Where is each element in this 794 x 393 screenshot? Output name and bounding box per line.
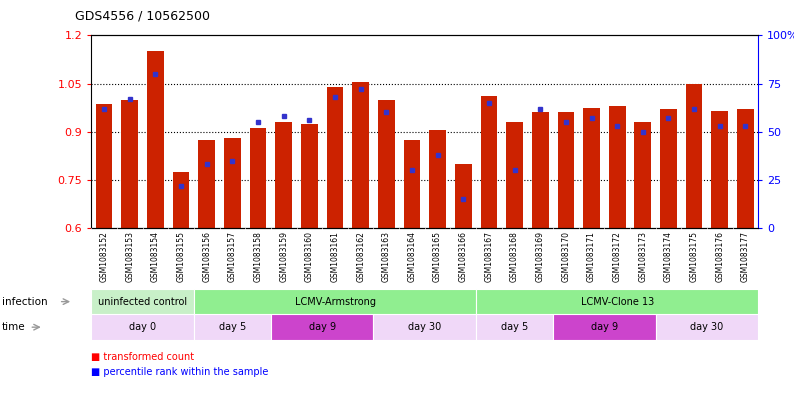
Bar (476, 289, 758, 314)
Bar (91, 289, 194, 314)
Bar (403, 140, 420, 228)
Bar (224, 138, 241, 228)
Bar (476, 314, 553, 340)
Text: GSM1083174: GSM1083174 (664, 231, 673, 282)
Bar (430, 130, 446, 228)
Text: LCMV-Clone 13: LCMV-Clone 13 (580, 297, 653, 307)
Bar (532, 112, 549, 228)
Text: GSM1083169: GSM1083169 (536, 231, 545, 282)
Text: day 5: day 5 (501, 322, 528, 332)
Bar (249, 129, 267, 228)
Text: day 9: day 9 (591, 322, 618, 332)
Text: GSM1083160: GSM1083160 (305, 231, 314, 282)
Text: GSM1083170: GSM1083170 (561, 231, 570, 282)
Text: GSM1083168: GSM1083168 (510, 231, 519, 282)
Text: GSM1083157: GSM1083157 (228, 231, 237, 282)
Bar (711, 111, 728, 228)
Bar (194, 314, 271, 340)
Bar (507, 122, 523, 228)
Text: GSM1083172: GSM1083172 (613, 231, 622, 282)
Text: day 0: day 0 (129, 322, 156, 332)
Bar (455, 164, 472, 228)
Bar (737, 109, 754, 228)
Text: ■ transformed count: ■ transformed count (91, 352, 195, 362)
Bar (553, 314, 656, 340)
Text: GSM1083175: GSM1083175 (690, 231, 699, 282)
Bar (271, 314, 373, 340)
Text: GSM1083156: GSM1083156 (202, 231, 211, 282)
Text: GSM1083166: GSM1083166 (459, 231, 468, 282)
Bar (147, 51, 164, 228)
Bar (96, 105, 113, 228)
Text: GSM1083171: GSM1083171 (587, 231, 596, 282)
Bar (378, 99, 395, 228)
Text: GSM1083177: GSM1083177 (741, 231, 750, 282)
Bar (326, 87, 343, 228)
Text: time: time (2, 322, 25, 332)
Text: GSM1083159: GSM1083159 (279, 231, 288, 282)
Text: GSM1083162: GSM1083162 (357, 231, 365, 282)
Bar (480, 96, 497, 228)
Bar (557, 112, 574, 228)
Bar (301, 124, 318, 228)
Bar (121, 99, 138, 228)
Bar (584, 108, 600, 228)
Bar (198, 140, 215, 228)
Text: day 5: day 5 (219, 322, 246, 332)
Bar (276, 122, 292, 228)
Text: day 30: day 30 (690, 322, 723, 332)
Bar (609, 106, 626, 228)
Text: GSM1083161: GSM1083161 (330, 231, 340, 282)
Bar (91, 314, 194, 340)
Text: GDS4556 / 10562500: GDS4556 / 10562500 (75, 10, 210, 23)
Text: GSM1083153: GSM1083153 (125, 231, 134, 282)
Text: GSM1083158: GSM1083158 (253, 231, 263, 282)
Text: infection: infection (2, 297, 47, 307)
Bar (660, 109, 676, 228)
Text: GSM1083154: GSM1083154 (151, 231, 160, 282)
Bar (656, 314, 758, 340)
Text: GSM1083163: GSM1083163 (382, 231, 391, 282)
Text: LCMV-Armstrong: LCMV-Armstrong (295, 297, 376, 307)
Bar (634, 122, 651, 228)
Text: GSM1083155: GSM1083155 (176, 231, 186, 282)
Text: GSM1083164: GSM1083164 (407, 231, 417, 282)
Bar (194, 289, 476, 314)
Bar (686, 83, 703, 228)
Text: GSM1083176: GSM1083176 (715, 231, 724, 282)
Text: day 30: day 30 (408, 322, 441, 332)
Bar (353, 82, 369, 228)
Bar (173, 172, 190, 228)
Bar (373, 314, 476, 340)
Text: uninfected control: uninfected control (98, 297, 187, 307)
Text: GSM1083152: GSM1083152 (99, 231, 109, 282)
Text: day 9: day 9 (309, 322, 336, 332)
Text: GSM1083165: GSM1083165 (433, 231, 442, 282)
Text: GSM1083167: GSM1083167 (484, 231, 493, 282)
Text: GSM1083173: GSM1083173 (638, 231, 647, 282)
Text: ■ percentile rank within the sample: ■ percentile rank within the sample (91, 367, 268, 377)
